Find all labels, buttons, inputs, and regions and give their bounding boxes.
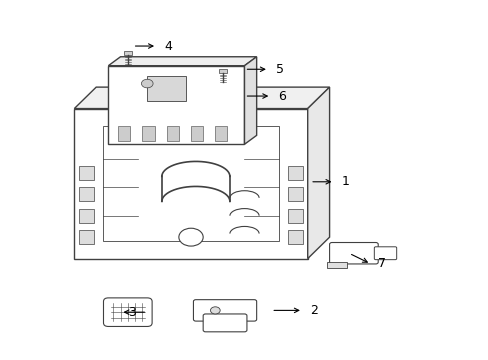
Circle shape: [179, 228, 203, 246]
Bar: [287, 230, 302, 244]
Bar: [79, 230, 94, 244]
Bar: [118, 126, 130, 141]
Bar: [79, 187, 94, 202]
Bar: [287, 166, 302, 180]
Bar: [191, 126, 203, 141]
Bar: [108, 66, 244, 144]
Text: 5: 5: [276, 63, 284, 76]
Bar: [147, 76, 186, 102]
Text: 7: 7: [377, 257, 386, 270]
FancyBboxPatch shape: [103, 298, 152, 327]
Text: 3: 3: [127, 306, 135, 319]
Bar: [166, 126, 179, 141]
Text: 6: 6: [278, 90, 286, 103]
FancyBboxPatch shape: [203, 314, 246, 332]
Bar: [74, 109, 307, 258]
Circle shape: [210, 307, 220, 314]
Bar: [326, 262, 346, 267]
Bar: [287, 187, 302, 202]
Bar: [103, 126, 278, 241]
Bar: [287, 208, 302, 223]
Polygon shape: [244, 57, 256, 144]
Text: 1: 1: [341, 175, 349, 188]
Bar: [215, 126, 227, 141]
Polygon shape: [108, 57, 256, 66]
FancyBboxPatch shape: [193, 300, 256, 321]
Bar: [123, 51, 131, 55]
FancyBboxPatch shape: [373, 247, 396, 260]
Text: 4: 4: [164, 40, 172, 53]
Bar: [122, 91, 162, 102]
Text: 2: 2: [309, 304, 317, 317]
Bar: [218, 68, 226, 73]
Bar: [142, 126, 154, 141]
Polygon shape: [307, 87, 329, 258]
Polygon shape: [74, 87, 329, 109]
Bar: [79, 208, 94, 223]
FancyBboxPatch shape: [329, 243, 377, 264]
Circle shape: [141, 79, 153, 88]
Bar: [79, 166, 94, 180]
